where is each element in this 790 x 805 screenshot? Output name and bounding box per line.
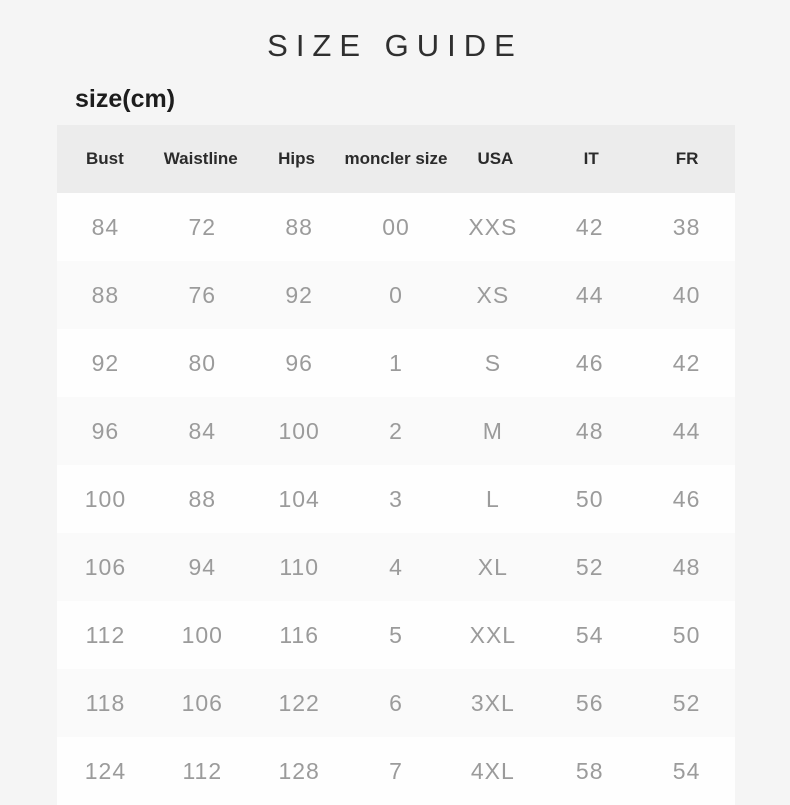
table-cell: 42 (575, 213, 604, 240)
table-cell: 96 (285, 349, 313, 376)
table-cell: 42 (672, 349, 701, 376)
column-header-it: IT (583, 149, 599, 168)
table-cell: 72 (188, 213, 217, 240)
table-cell: 84 (188, 417, 217, 444)
table-cell: 1 (389, 349, 403, 376)
table-cell: 50 (672, 621, 701, 648)
table-cell: 116 (279, 621, 319, 648)
table-cell: 3XL (470, 689, 515, 716)
table-row: 84 72 88 00 XXS 42 38 (57, 193, 735, 261)
table-cell: XL (477, 553, 508, 580)
table-cell: 0 (389, 281, 403, 308)
table-cell: 2 (389, 417, 403, 444)
table-cell: 40 (672, 281, 701, 308)
table-cell: 112 (85, 621, 126, 648)
table-cell: 106 (181, 689, 223, 716)
table-cell: 94 (188, 553, 217, 580)
table-row: 88 76 92 0 XS 44 40 (57, 261, 735, 329)
table-cell: 7 (389, 757, 403, 784)
table-cell: 52 (672, 689, 701, 716)
table-cell: 00 (382, 213, 410, 240)
table-cell: M (482, 417, 503, 444)
table-cell: 48 (575, 417, 604, 444)
column-header-hips: Hips (278, 149, 315, 168)
table-cell: L (485, 485, 500, 512)
table-cell: S (484, 349, 502, 376)
table-cell: 6 (389, 689, 403, 716)
table-cell: 128 (278, 757, 320, 784)
table-row: 112 100 116 5 XXL 54 50 (57, 601, 735, 669)
table-cell: 48 (672, 553, 701, 580)
table-cell: 5 (389, 621, 403, 648)
table-cell: 84 (91, 213, 120, 240)
table-cell: 92 (91, 349, 120, 376)
table-row: 100 88 104 3 L 50 46 (57, 465, 735, 533)
unit-label: size(cm) (75, 85, 176, 113)
table-cell: 56 (575, 689, 604, 716)
table-cell: 124 (84, 757, 127, 784)
table-cell: 88 (91, 281, 120, 308)
table-cell: 58 (575, 757, 604, 784)
table-row: 92 80 96 1 S 46 42 (57, 329, 735, 397)
table-cell: 44 (575, 281, 604, 308)
table-cell: 38 (672, 213, 701, 240)
table-cell: 50 (575, 485, 604, 512)
table-row: 118 106 122 6 3XL 56 52 (57, 669, 735, 737)
table-row: 124 112 128 7 4XL 58 54 (57, 737, 735, 805)
column-header-waistline: Waistline (163, 149, 238, 168)
table-cell: 4 (389, 553, 403, 580)
table-cell: 46 (672, 485, 701, 512)
table-cell: XS (476, 281, 510, 308)
table-cell: 76 (188, 281, 217, 308)
table-cell: 96 (91, 417, 120, 444)
table-cell: 100 (181, 621, 223, 648)
column-header-moncler-size: moncler size (344, 149, 448, 168)
table-header-row: Bust Waistline Hips moncler size USA IT … (57, 125, 735, 193)
table-cell: 92 (285, 281, 313, 308)
size-guide-table: Bust Waistline Hips moncler size USA IT … (57, 125, 735, 805)
table-cell: 54 (575, 621, 604, 648)
page-title: SIZE GUIDE (267, 28, 523, 63)
table-cell: 112 (182, 757, 223, 784)
table-cell: 118 (85, 689, 126, 716)
table-cell: XXS (468, 213, 518, 240)
table-body: 84 72 88 00 XXS 42 38 88 76 92 0 XS 44 4… (57, 193, 735, 805)
table-cell: 3 (389, 485, 403, 512)
table-cell: 4XL (470, 757, 515, 784)
table-cell: 100 (278, 417, 320, 444)
table-cell: 106 (84, 553, 127, 580)
column-header-fr: FR (675, 149, 699, 168)
table-cell: 52 (575, 553, 604, 580)
table-cell: 46 (575, 349, 604, 376)
table-row: 96 84 100 2 M 48 44 (57, 397, 735, 465)
table-row: 106 94 110 4 XL 52 48 (57, 533, 735, 601)
table-cell: 122 (278, 689, 320, 716)
table-cell: 54 (672, 757, 701, 784)
table-cell: 44 (672, 417, 701, 444)
table-cell: 88 (285, 213, 313, 240)
table-cell: 88 (188, 485, 217, 512)
column-header-bust: Bust (86, 149, 124, 168)
table-cell: 80 (188, 349, 217, 376)
table-cell: 100 (84, 485, 127, 512)
table-cell: 110 (279, 553, 319, 580)
table-cell: 104 (278, 485, 320, 512)
column-header-usa: USA (477, 149, 514, 168)
table-cell: XXL (469, 621, 517, 648)
